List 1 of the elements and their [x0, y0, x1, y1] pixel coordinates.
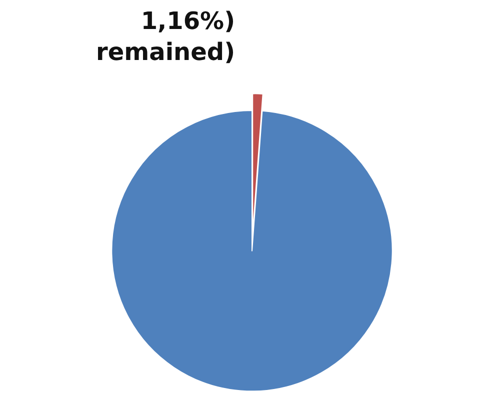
slice-label: 1,16%) remained) — [96, 7, 236, 66]
